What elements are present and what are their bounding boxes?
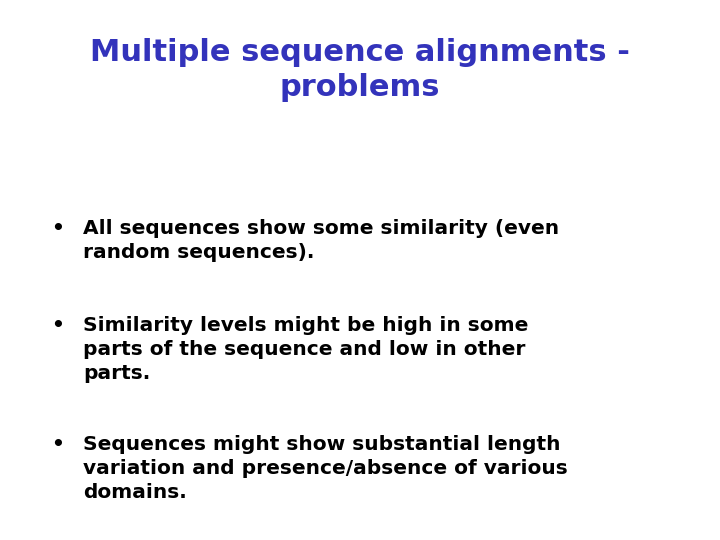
Text: Multiple sequence alignments -
problems: Multiple sequence alignments - problems [90, 38, 630, 102]
Text: All sequences show some similarity (even
random sequences).: All sequences show some similarity (even… [83, 219, 559, 262]
Text: •: • [51, 316, 64, 335]
Text: •: • [51, 219, 64, 238]
Text: Sequences might show substantial length
variation and presence/absence of variou: Sequences might show substantial length … [83, 435, 567, 502]
Text: •: • [51, 435, 64, 454]
Text: Similarity levels might be high in some
parts of the sequence and low in other
p: Similarity levels might be high in some … [83, 316, 528, 383]
